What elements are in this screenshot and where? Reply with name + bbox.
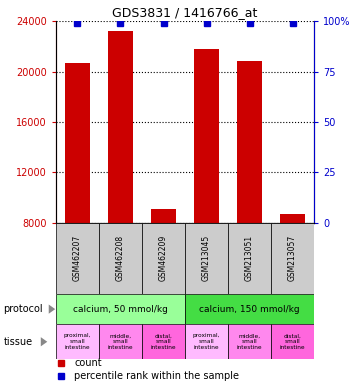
- Text: distal,
small
intestine: distal, small intestine: [151, 333, 176, 350]
- Bar: [65, 63, 90, 223]
- Bar: [56, 324, 99, 359]
- Bar: [99, 223, 142, 294]
- Bar: [185, 324, 228, 359]
- Bar: [228, 223, 271, 294]
- Text: GSM213045: GSM213045: [202, 235, 211, 281]
- Text: tissue: tissue: [4, 337, 33, 347]
- Text: distal,
small
intestine: distal, small intestine: [280, 333, 305, 350]
- Bar: [185, 294, 314, 324]
- Text: GSM462209: GSM462209: [159, 235, 168, 281]
- Text: percentile rank within the sample: percentile rank within the sample: [74, 371, 239, 381]
- Text: protocol: protocol: [4, 304, 43, 314]
- Bar: [142, 324, 185, 359]
- Bar: [228, 324, 271, 359]
- Bar: [271, 324, 314, 359]
- Text: proximal,
small
intestine: proximal, small intestine: [193, 333, 220, 350]
- Bar: [56, 294, 185, 324]
- Text: GSM462208: GSM462208: [116, 235, 125, 281]
- Text: count: count: [74, 358, 102, 368]
- Title: GDS3831 / 1416766_at: GDS3831 / 1416766_at: [112, 5, 258, 18]
- Text: GSM213051: GSM213051: [245, 235, 254, 281]
- Text: GSM462207: GSM462207: [73, 235, 82, 281]
- Bar: [237, 61, 262, 223]
- Text: middle,
small
intestine: middle, small intestine: [237, 333, 262, 350]
- Text: GSM213057: GSM213057: [288, 235, 297, 281]
- Bar: [108, 31, 134, 223]
- Bar: [151, 209, 177, 223]
- Text: proximal,
small
intestine: proximal, small intestine: [64, 333, 91, 350]
- Bar: [56, 223, 99, 294]
- Text: middle,
small
intestine: middle, small intestine: [108, 333, 133, 350]
- Bar: [280, 214, 305, 223]
- Polygon shape: [41, 337, 47, 346]
- Bar: [185, 223, 228, 294]
- Polygon shape: [49, 305, 55, 314]
- Bar: [193, 49, 219, 223]
- Bar: [142, 223, 185, 294]
- Bar: [99, 324, 142, 359]
- Bar: [271, 223, 314, 294]
- Text: calcium, 50 mmol/kg: calcium, 50 mmol/kg: [73, 305, 168, 314]
- Text: calcium, 150 mmol/kg: calcium, 150 mmol/kg: [199, 305, 300, 314]
